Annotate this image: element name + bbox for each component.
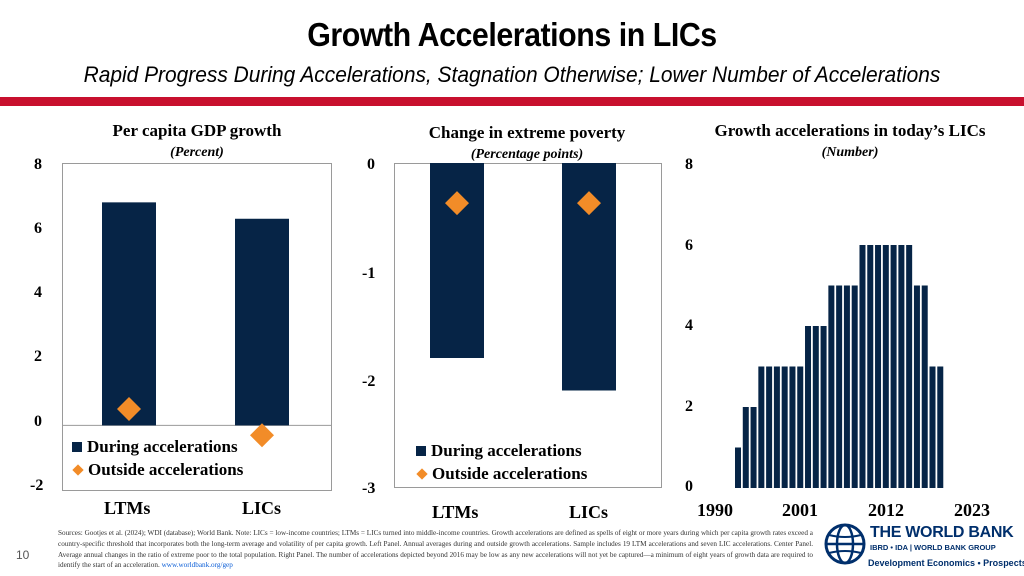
bar-year-2006 (859, 245, 866, 488)
legend-swatch-during (72, 442, 82, 452)
left-ytick: 4 (34, 284, 42, 301)
left-xtick: LICs (242, 498, 282, 518)
bar-year-2008 (875, 245, 882, 488)
bar-during-LICs (235, 218, 289, 426)
source-note: Sources: Gootjes et al. (2024); WDI (dat… (58, 528, 813, 571)
center-chart-svg (430, 163, 616, 391)
right-xtick: 2001 (782, 500, 818, 520)
bar-year-2014 (921, 285, 928, 488)
left-ytick: 0 (34, 413, 42, 430)
center-legend: During accelerations Outside acceleratio… (416, 441, 587, 484)
legend-swatch-outside (416, 468, 428, 480)
right-ytick: 8 (685, 156, 693, 173)
bar-year-1994 (766, 366, 773, 488)
globe-icon (824, 523, 866, 565)
marker-outside-LICs (577, 191, 601, 216)
marker-outside-LTMs (445, 191, 469, 216)
logo-subline: IBRD • IDA | WORLD BANK GROUP (870, 543, 996, 552)
right-xtick: 2023 (954, 500, 990, 520)
source-note-text: Sources: Gootjes et al. (2024); WDI (dat… (58, 529, 813, 570)
bar-year-1998 (797, 366, 804, 488)
page-title: Growth Accelerations in LICs (307, 16, 717, 53)
center-ytick: -2 (362, 373, 376, 390)
right-panel-title: Growth accelerations in today’s LICs (714, 121, 986, 140)
left-panel-title: Per capita GDP growth (112, 121, 282, 140)
page-number: 10 (16, 548, 30, 562)
bar-year-2002 (828, 285, 835, 488)
bar-year-1996 (781, 366, 788, 488)
bar-year-1990 (735, 447, 741, 488)
right-ytick: 0 (685, 478, 693, 495)
right-ytick: 4 (685, 317, 693, 334)
bar-year-2000 (812, 326, 819, 488)
bar-year-2003 (836, 285, 843, 488)
right-xtick: 2012 (868, 500, 904, 520)
legend-label-during: During accelerations (87, 437, 238, 456)
bar-year-1991 (742, 407, 749, 488)
bar-year-2007 (867, 245, 874, 488)
left-xtick: LTMs (104, 498, 151, 518)
right-ytick: 6 (685, 237, 693, 254)
left-ytick: 2 (34, 348, 42, 365)
bar-year-1995 (773, 366, 780, 488)
bar-year-2001 (820, 326, 827, 488)
left-plot-frame (62, 163, 332, 491)
bar-year-1992 (750, 407, 757, 488)
bar-year-2005 (851, 285, 858, 488)
bar-year-2011 (898, 245, 905, 488)
legend-label-during: During accelerations (431, 441, 582, 460)
bar-year-1999 (805, 326, 812, 488)
bar-year-2015 (929, 366, 936, 488)
world-bank-logo: THE WORLD BANK IBRD • IDA | WORLD BANK G… (822, 520, 1024, 576)
center-ytick: 0 (367, 156, 375, 173)
right-panel-subtitle: (Number) (821, 145, 879, 160)
source-link[interactable]: www.worldbank.org/gep (161, 561, 233, 570)
bar-year-1997 (789, 366, 796, 488)
center-panel-title: Change in extreme poverty (428, 123, 626, 142)
left-legend: During accelerations Outside acceleratio… (72, 437, 243, 480)
legend-label-outside: Outside accelerations (432, 464, 588, 483)
right-xtick: 1990 (697, 500, 733, 520)
right-ytick: 2 (685, 398, 693, 415)
center-ytick: -3 (362, 480, 376, 497)
logo-tagline: Development Economics • Prospects (868, 558, 1024, 568)
left-panel-subtitle: (Percent) (170, 145, 224, 160)
bar-year-2010 (890, 245, 897, 488)
center-panel-subtitle: (Percentage points) (470, 147, 584, 162)
left-ytick: 8 (34, 156, 42, 173)
bar-year-2013 (913, 285, 920, 488)
marker-outside-LICs (250, 423, 274, 448)
right-chart-svg (735, 245, 944, 488)
left-chart-svg (62, 202, 332, 448)
bar-during-LTMs (102, 202, 156, 426)
center-plot-frame (394, 163, 662, 488)
center-xtick: LTMs (432, 502, 479, 522)
bar-year-2004 (843, 285, 850, 488)
legend-label-outside: Outside accelerations (88, 460, 244, 479)
header-divider (0, 97, 1024, 106)
bar-year-2009 (882, 245, 889, 488)
bar-year-2012 (906, 245, 913, 488)
page-subtitle: Rapid Progress During Accelerations, Sta… (83, 62, 941, 87)
left-ytick: 6 (34, 220, 42, 237)
center-xtick: LICs (569, 502, 609, 522)
logo-name: THE WORLD BANK (870, 524, 1014, 541)
left-ytick: -2 (30, 477, 44, 494)
bar-year-2016 (937, 366, 944, 488)
center-ytick: -1 (362, 265, 376, 282)
legend-swatch-outside (72, 464, 84, 476)
bar-year-1993 (758, 366, 765, 488)
legend-swatch-during (416, 446, 426, 456)
marker-outside-LTMs (117, 397, 141, 421)
